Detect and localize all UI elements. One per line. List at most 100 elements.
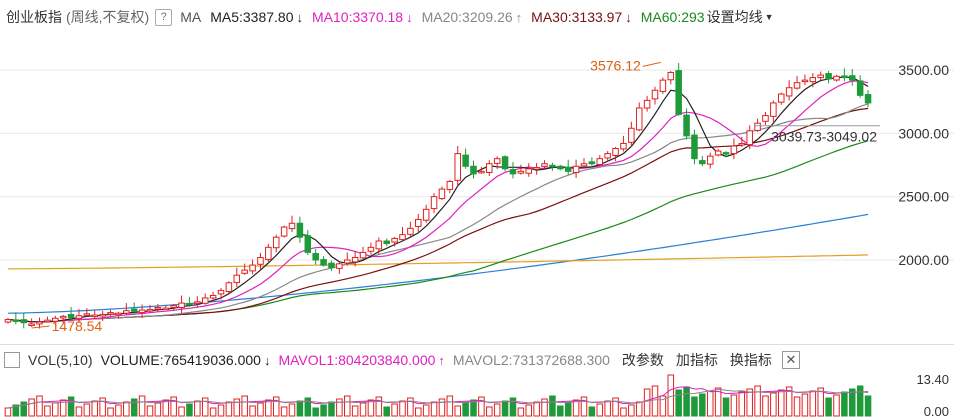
candle [115, 311, 122, 319]
volume-bar-down [296, 400, 304, 417]
candle-up-body [422, 208, 430, 221]
candle-down-body [130, 308, 138, 312]
ma-item-ma60[interactable]: MA60:293 [640, 9, 705, 25]
candle-up-body [651, 89, 659, 100]
volume-ma-lines [7, 386, 869, 409]
low-price-pointer [31, 325, 50, 329]
candle [233, 267, 241, 287]
candle [391, 236, 398, 247]
candle [683, 108, 690, 140]
candle-up-body [391, 237, 398, 243]
candle [470, 160, 477, 179]
candle-up-body [233, 274, 241, 283]
volume-bar-up [533, 401, 540, 417]
candle-up-body [580, 163, 588, 167]
volume-bar-up [249, 405, 256, 417]
candle [146, 304, 154, 313]
candle-up-body [272, 236, 280, 249]
volume-bar-up [517, 407, 525, 417]
volume-bar-up [209, 407, 217, 417]
ma-item-ma30[interactable]: MA30:3133.97 [531, 9, 623, 25]
candle-up-body [746, 130, 753, 146]
candle [99, 310, 106, 322]
candle-up-body [754, 122, 761, 131]
candle-up-body [99, 313, 106, 317]
volume-checkbox[interactable] [4, 352, 20, 368]
candle-up-body [635, 107, 643, 131]
candle [801, 74, 809, 86]
add-indicator-button[interactable]: 加指标 [675, 352, 718, 368]
candle [430, 193, 438, 214]
candle [643, 95, 651, 112]
volume-bar-up [651, 385, 659, 417]
ma250-line [7, 254, 869, 270]
volume-bar-up [99, 397, 106, 417]
candle [549, 162, 556, 171]
candle [856, 75, 864, 98]
candle [864, 90, 872, 108]
ma-list: MA5:3387.80 ↓ MA10:3370.18 ↓ MA20:3209.26 ↑ MA… [201, 9, 704, 25]
candle-up-body [454, 153, 461, 181]
candle [738, 136, 746, 148]
candle [659, 77, 667, 94]
ma-item-ma5[interactable]: MA5:3387.80 [210, 9, 294, 25]
candle-up-body [809, 77, 817, 83]
candle [762, 112, 769, 125]
volume-bar-up [170, 396, 177, 417]
candle [178, 295, 185, 314]
candle [722, 151, 730, 158]
candle [785, 80, 793, 101]
ma-item-ma20[interactable]: MA20:3209.26 [421, 9, 513, 25]
volume-bar-up [91, 400, 99, 417]
candle-down-body [856, 80, 864, 96]
candle-up-body [209, 294, 217, 299]
candle [635, 102, 643, 132]
volume-bar-up [194, 400, 201, 417]
question-icon[interactable]: ? [155, 8, 173, 26]
switch-indicator-button[interactable]: 换指标 [729, 352, 772, 368]
volume-bar-up [454, 405, 461, 417]
volume-bar-up [36, 395, 43, 417]
volume-bar-up [541, 398, 548, 417]
volume-bar-up [762, 395, 769, 417]
close-icon[interactable]: ✕ [781, 351, 800, 369]
candle-up-body [336, 263, 343, 269]
ma-lines [7, 76, 869, 323]
candle-up-body [249, 264, 256, 272]
candle [849, 69, 856, 86]
volume-bar-up [201, 397, 209, 417]
volume-bar-up [667, 374, 675, 417]
candle-up-body [628, 127, 635, 143]
volume-bar-up [343, 395, 351, 417]
volume-bar-down [12, 404, 20, 417]
candle-down-body [683, 114, 690, 137]
candle-down-body [383, 240, 390, 245]
volume-bar-down [67, 396, 75, 417]
candle-up-body [343, 259, 351, 264]
candle-up-body [241, 269, 248, 274]
candle-up-body [201, 297, 209, 304]
volume-bar-up [225, 401, 233, 417]
pane-divider [0, 344, 954, 345]
price-grid [0, 69, 954, 261]
candle [296, 216, 304, 243]
candle [833, 74, 840, 82]
volume-bar-up [809, 390, 817, 417]
volume-bar-up [107, 407, 114, 417]
candle [359, 246, 367, 260]
volume-bar-down [683, 386, 690, 417]
caret-down-icon[interactable]: ▼ [764, 12, 774, 22]
volume-bar-up [336, 398, 343, 417]
low-price-label: 1478.54 [52, 318, 103, 334]
ma-settings-button[interactable]: 设置均线 [706, 9, 763, 25]
period-label[interactable]: (周线,不复权) [66, 9, 150, 25]
candle-up-body [194, 301, 201, 304]
candle-up-body [478, 170, 485, 174]
candle-down-body [470, 165, 477, 175]
candle [52, 315, 59, 325]
volume-bar-up [525, 404, 533, 417]
ma-item-ma10[interactable]: MA10:3370.18 [312, 9, 404, 25]
candle-up-body [399, 234, 406, 241]
candle [699, 156, 706, 167]
change-params-button[interactable]: 改参数 [621, 352, 664, 368]
